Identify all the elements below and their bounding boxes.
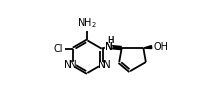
Polygon shape bbox=[143, 46, 152, 49]
Text: NH$_2$: NH$_2$ bbox=[77, 16, 97, 30]
Text: N: N bbox=[105, 42, 113, 52]
Text: H: H bbox=[107, 36, 113, 45]
Text: N: N bbox=[103, 60, 111, 70]
Text: H: H bbox=[107, 36, 113, 45]
Circle shape bbox=[71, 62, 75, 67]
Text: N: N bbox=[98, 60, 105, 70]
Text: N: N bbox=[69, 60, 77, 70]
Circle shape bbox=[105, 44, 112, 50]
Text: Cl: Cl bbox=[54, 44, 63, 54]
Text: OH: OH bbox=[153, 42, 168, 52]
Text: N: N bbox=[64, 60, 72, 70]
Text: N: N bbox=[105, 42, 113, 52]
Circle shape bbox=[99, 62, 104, 67]
